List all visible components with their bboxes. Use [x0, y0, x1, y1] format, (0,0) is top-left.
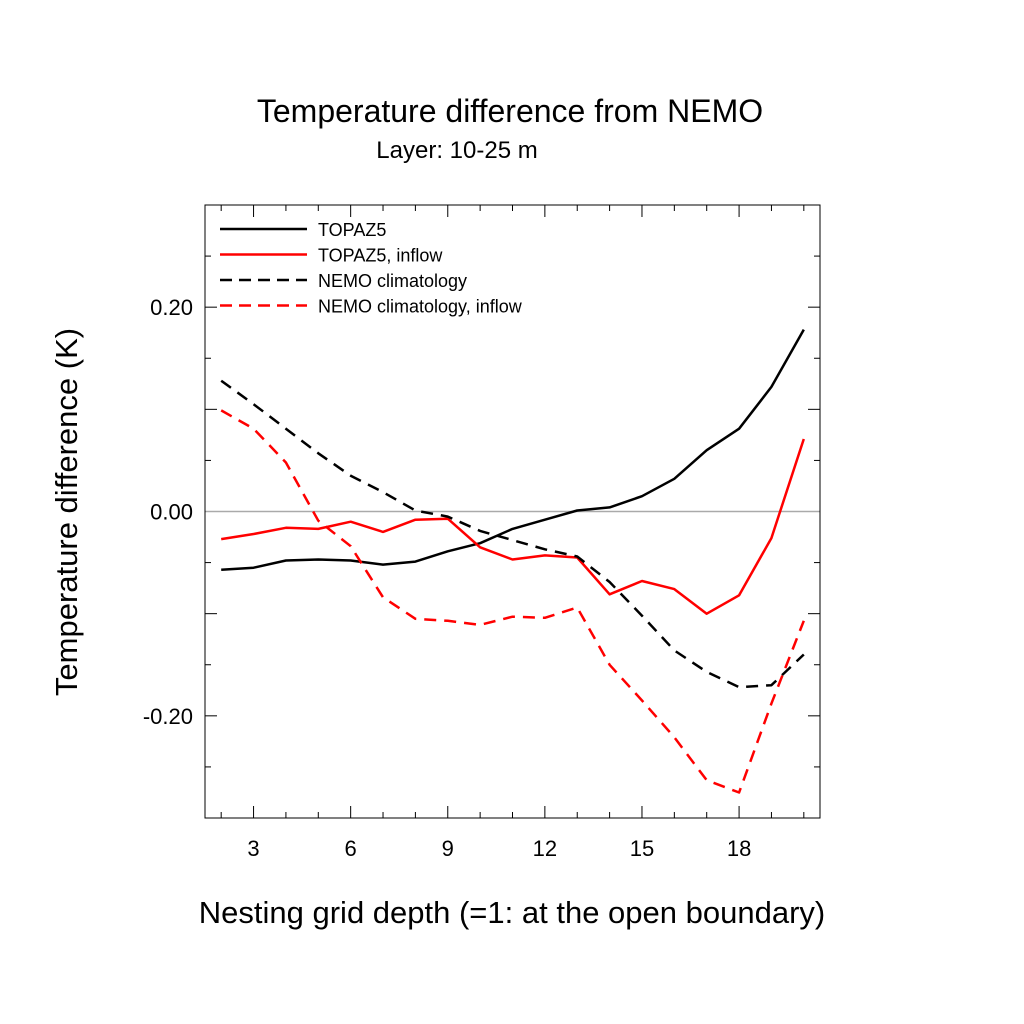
legend-label: TOPAZ5, inflow [318, 246, 443, 266]
legend-label: TOPAZ5 [318, 220, 386, 240]
series-line-nemo-climatology-inflow [220, 409, 805, 794]
legend: TOPAZ5 TOPAZ5, inflow NEMO climatology NEMO… [220, 220, 523, 317]
x-tick-label: 15 [630, 836, 654, 861]
chart-subtitle: Layer: 10-25 m [376, 137, 537, 164]
legend-label: NEMO climatology, inflow [318, 297, 523, 317]
y-tick-label: -0.20 [143, 704, 193, 729]
legend-label: NEMO climatology [318, 271, 467, 291]
series-line-nemo-climatology [220, 379, 805, 689]
x-tick-label: 18 [727, 836, 751, 861]
y-axis-label: Temperature difference (K) [49, 328, 84, 696]
x-tick-label: 12 [533, 836, 557, 861]
chart-title: Temperature difference from NEMO [257, 93, 763, 129]
plot-frame [204, 204, 821, 819]
y-tick-label: 0.00 [150, 500, 193, 525]
x-axis-label: Nesting grid depth (=1: at the open boun… [199, 895, 825, 930]
series-line-topaz5-inflow [221, 438, 805, 615]
x-tick-label: 6 [345, 836, 357, 861]
y-tick-label: 0.20 [150, 295, 193, 320]
x-tick-label: 3 [247, 836, 259, 861]
series-line-topaz5 [221, 328, 805, 571]
x-tick-label: 9 [442, 836, 454, 861]
